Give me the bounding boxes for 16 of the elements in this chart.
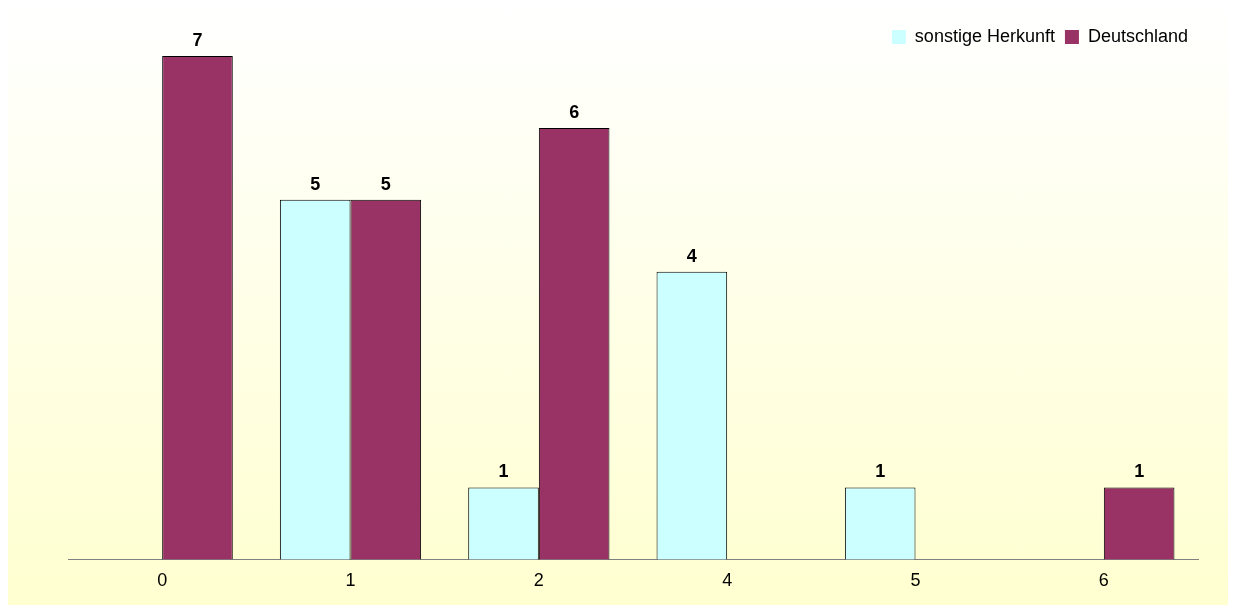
data-label: 5 bbox=[380, 173, 391, 194]
x-tick-label: 0 bbox=[157, 570, 168, 591]
data-label: 5 bbox=[310, 173, 321, 194]
data-label: 7 bbox=[192, 29, 203, 50]
x-tick-label: 4 bbox=[722, 570, 733, 591]
legend-label: sonstige Herkunft bbox=[914, 25, 1055, 46]
x-tick-label: 1 bbox=[345, 570, 356, 591]
data-label: 1 bbox=[498, 461, 509, 482]
x-tick-label: 6 bbox=[1098, 570, 1109, 591]
data-label: 4 bbox=[686, 245, 697, 266]
x-tick-label: 2 bbox=[533, 570, 544, 591]
data-label: 1 bbox=[1134, 461, 1145, 482]
data-label: 6 bbox=[569, 101, 580, 122]
data-label: 1 bbox=[875, 461, 886, 482]
x-tick-label: 5 bbox=[910, 570, 921, 591]
legend-label: Deutschland bbox=[1087, 25, 1189, 46]
